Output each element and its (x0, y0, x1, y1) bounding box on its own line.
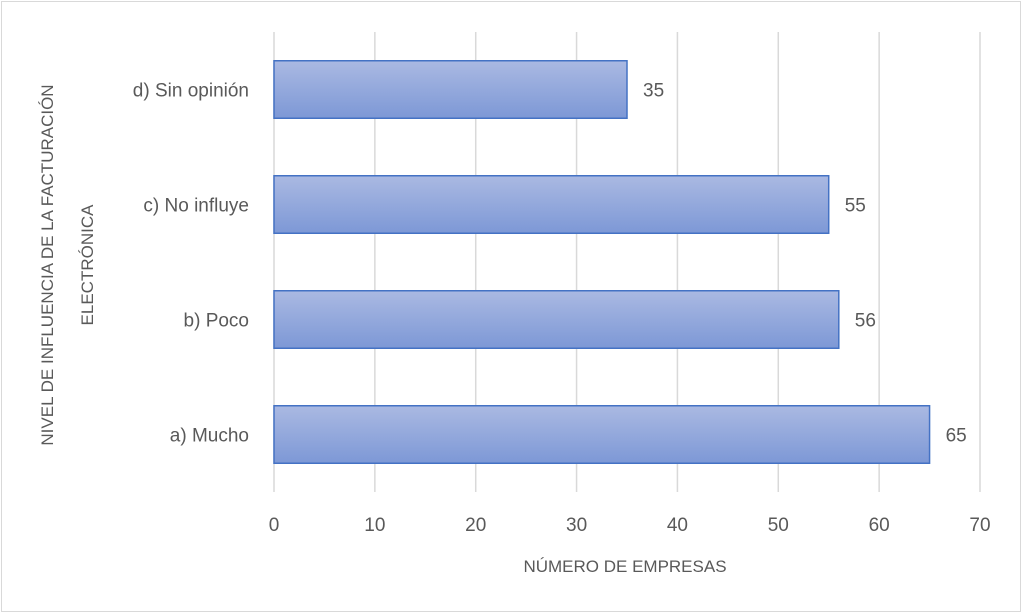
x-tick-label: 40 (667, 515, 688, 536)
category-label: d) Sin opinión (133, 81, 249, 102)
x-tick-label: 30 (566, 515, 587, 536)
bar (273, 405, 931, 464)
x-tick-label: 70 (969, 515, 990, 536)
category-label: a) Mucho (170, 426, 249, 447)
x-tick-labels: 0 10 20 30 40 50 60 70 (269, 515, 991, 536)
category-label: b) Poco (184, 311, 249, 332)
x-axis-title: NÚMERO DE EMPRESAS (523, 557, 726, 576)
data-label: 65 (946, 426, 967, 447)
bars (273, 60, 931, 464)
y-axis-title: NIVEL DE INFLUENCIA DE LA FACTURACIÓN EL… (38, 84, 97, 445)
category-labels: a) Mucho b) Poco c) No influye d) Sin opini… (133, 81, 249, 447)
data-label: 56 (855, 311, 876, 332)
data-labels: 65 56 55 35 (643, 81, 967, 447)
y-axis-title-line-1: NIVEL DE INFLUENCIA DE LA FACTURACIÓN (38, 84, 57, 445)
x-tick-label: 50 (768, 515, 789, 536)
data-label: 35 (643, 81, 664, 102)
x-tick-label: 10 (364, 515, 385, 536)
x-tick-label: 20 (465, 515, 486, 536)
bar (273, 60, 628, 119)
x-tick-label: 0 (269, 515, 280, 536)
data-label: 55 (845, 196, 866, 217)
y-axis-title-line-2: ELECTRÓNICA (78, 204, 97, 326)
bar (273, 290, 840, 349)
x-tick-label: 60 (869, 515, 890, 536)
bar (273, 175, 830, 234)
category-label: c) No influye (143, 196, 249, 217)
